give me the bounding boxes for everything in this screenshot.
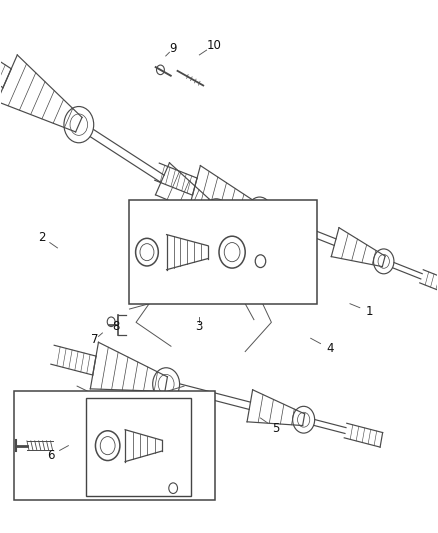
Bar [14,391,215,500]
Bar [86,398,191,496]
Text: 9: 9 [170,42,177,55]
Text: 1: 1 [366,305,373,318]
Text: 3: 3 [196,320,203,333]
Text: 8: 8 [113,320,120,333]
Text: 5: 5 [272,422,279,435]
Text: 7: 7 [91,333,98,346]
Text: 6: 6 [47,449,55,462]
Bar [130,200,317,304]
Text: 2: 2 [39,231,46,244]
Text: 4: 4 [327,342,334,356]
Text: 10: 10 [206,39,221,52]
